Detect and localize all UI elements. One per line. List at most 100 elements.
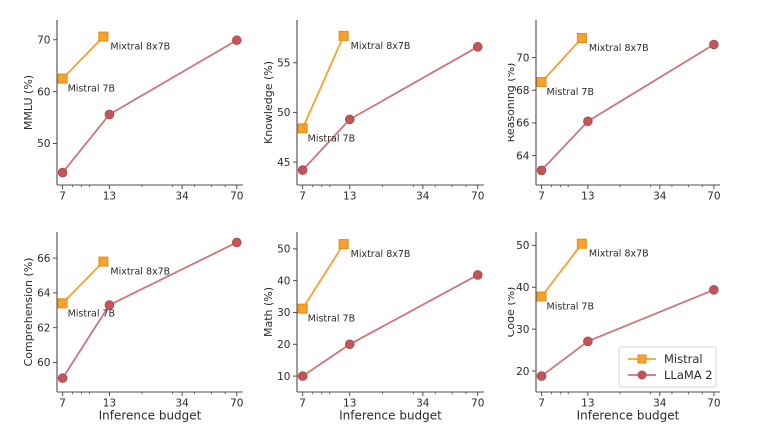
x-tick-label: 70 xyxy=(471,398,484,410)
data-point-llama-2 xyxy=(344,339,355,350)
annotation-mistral-7b: Mistral 7B xyxy=(68,308,115,319)
x-tick-label: 7 xyxy=(59,191,66,203)
annotation-mixtral-8x7b: Mixtral 8x7B xyxy=(589,43,649,54)
y-tick-label: 50 xyxy=(277,244,290,256)
x-tick-label: 7 xyxy=(59,398,66,410)
y-tick-label: 62 xyxy=(37,322,50,334)
y-tick-label: 64 xyxy=(516,150,530,162)
x-tick-label: 70 xyxy=(707,191,720,203)
annotation-mixtral-8x7b: Mixtral 8x7B xyxy=(351,249,411,260)
x-tick-label: 70 xyxy=(230,398,243,410)
x-tick-label: 34 xyxy=(653,191,667,203)
series-line-llama-2 xyxy=(540,43,715,172)
subplot-code: 7 13 34 70 20 30 40 50 Code (%) Inference budget M… xyxy=(508,232,721,423)
data-point-mistral xyxy=(98,256,109,267)
y-tick-label: 60 xyxy=(37,86,50,98)
y-tick-label: 20 xyxy=(516,366,529,378)
subplot-mmlu: 7 13 34 70 50 60 70 MMLU (%) Mistral 7B Mixtral 8… xyxy=(22,20,243,203)
x-tick-label: 13 xyxy=(581,191,594,203)
x-tick-label: 7 xyxy=(538,398,545,410)
y-tick-label: 70 xyxy=(37,34,50,46)
data-point-llama-2 xyxy=(709,39,719,50)
y-axis-label: Knowledge (%) xyxy=(262,61,275,144)
annotation-mistral-7b: Mistral 7B xyxy=(68,84,115,95)
y-tick-label: 66 xyxy=(37,253,51,265)
series-line-mistral xyxy=(540,242,583,298)
data-point-llama-2 xyxy=(231,237,242,248)
x-tick-label: 70 xyxy=(707,398,720,410)
legend-marker-llama-2 xyxy=(637,370,647,380)
x-axis-label: Inference budget xyxy=(339,409,442,423)
data-point-mistral xyxy=(338,30,349,41)
y-tick-label: 66 xyxy=(516,118,530,130)
y-tick-label: 20 xyxy=(277,339,290,351)
annotation-mistral-7b: Mistral 7B xyxy=(547,87,594,98)
data-point-mistral xyxy=(536,291,547,302)
annotation-mixtral-8x7b: Mixtral 8x7B xyxy=(110,42,170,53)
data-point-llama-2 xyxy=(472,270,483,280)
x-tick-label: 34 xyxy=(175,191,189,203)
data-point-llama-2 xyxy=(57,167,68,178)
legend-label-mistral: Mistral xyxy=(664,352,703,366)
x-tick-label: 34 xyxy=(653,398,667,410)
series-line-llama-2 xyxy=(301,274,479,377)
data-point-llama-2 xyxy=(583,116,593,127)
x-axis-label: Inference budget xyxy=(577,409,680,423)
data-point-mistral xyxy=(576,32,587,43)
data-point-mistral xyxy=(536,77,547,88)
data-point-llama-2 xyxy=(472,42,483,52)
data-point-llama-2 xyxy=(536,371,547,381)
data-point-mistral xyxy=(57,73,68,84)
data-point-mistral xyxy=(338,239,349,250)
legend-label-llama-2: LLaMA 2 xyxy=(664,368,713,382)
x-tick-label: 7 xyxy=(299,398,306,410)
x-tick-label: 70 xyxy=(471,191,484,203)
data-point-llama-2 xyxy=(297,165,308,175)
annotation-mistral-7b: Mistral 7B xyxy=(308,314,355,325)
data-point-llama-2 xyxy=(104,109,115,120)
x-tick-label: 34 xyxy=(175,398,189,410)
annotation-mixtral-8x7b: Mixtral 8x7B xyxy=(351,41,411,52)
annotation-mixtral-8x7b: Mixtral 8x7B xyxy=(110,267,170,278)
y-tick-label: 60 xyxy=(37,357,50,369)
data-point-mistral xyxy=(297,303,308,314)
x-tick-label: 13 xyxy=(581,398,594,410)
x-axis-label: Inference budget xyxy=(99,409,202,423)
data-point-mistral xyxy=(576,238,587,249)
annotation-mistral-7b: Mistral 7B xyxy=(547,302,594,313)
data-point-llama-2 xyxy=(104,300,115,310)
y-tick-label: 50 xyxy=(516,240,529,252)
y-tick-label: 45 xyxy=(277,157,290,169)
series-line-mistral xyxy=(540,37,583,83)
series-line-llama-2 xyxy=(301,45,479,171)
x-tick-label: 13 xyxy=(103,191,116,203)
x-tick-label: 34 xyxy=(416,398,430,410)
x-tick-label: 34 xyxy=(416,191,430,203)
data-point-mistral xyxy=(57,298,68,309)
data-point-mistral xyxy=(98,31,109,42)
y-tick-label: 50 xyxy=(277,107,290,119)
x-tick-label: 13 xyxy=(343,398,356,410)
data-point-llama-2 xyxy=(57,373,68,383)
series-line-mistral xyxy=(61,260,105,305)
data-point-llama-2 xyxy=(344,114,355,125)
data-point-llama-2 xyxy=(709,285,719,295)
series-line-llama-2 xyxy=(61,39,238,174)
y-axis-label: Reasoning (%) xyxy=(508,63,517,143)
y-tick-label: 64 xyxy=(37,288,51,300)
x-tick-label: 7 xyxy=(538,191,545,203)
y-tick-label: 10 xyxy=(277,371,290,383)
y-tick-label: 55 xyxy=(277,57,290,69)
data-point-llama-2 xyxy=(231,35,242,46)
y-tick-label: 30 xyxy=(516,324,529,336)
y-axis-label: Math (%) xyxy=(262,287,275,337)
y-tick-label: 30 xyxy=(277,307,290,319)
y-axis-label: MMLU (%) xyxy=(22,75,35,130)
y-tick-label: 68 xyxy=(516,85,529,97)
y-tick-label: 40 xyxy=(516,282,529,294)
y-tick-label: 50 xyxy=(37,138,50,150)
data-point-llama-2 xyxy=(297,371,308,381)
